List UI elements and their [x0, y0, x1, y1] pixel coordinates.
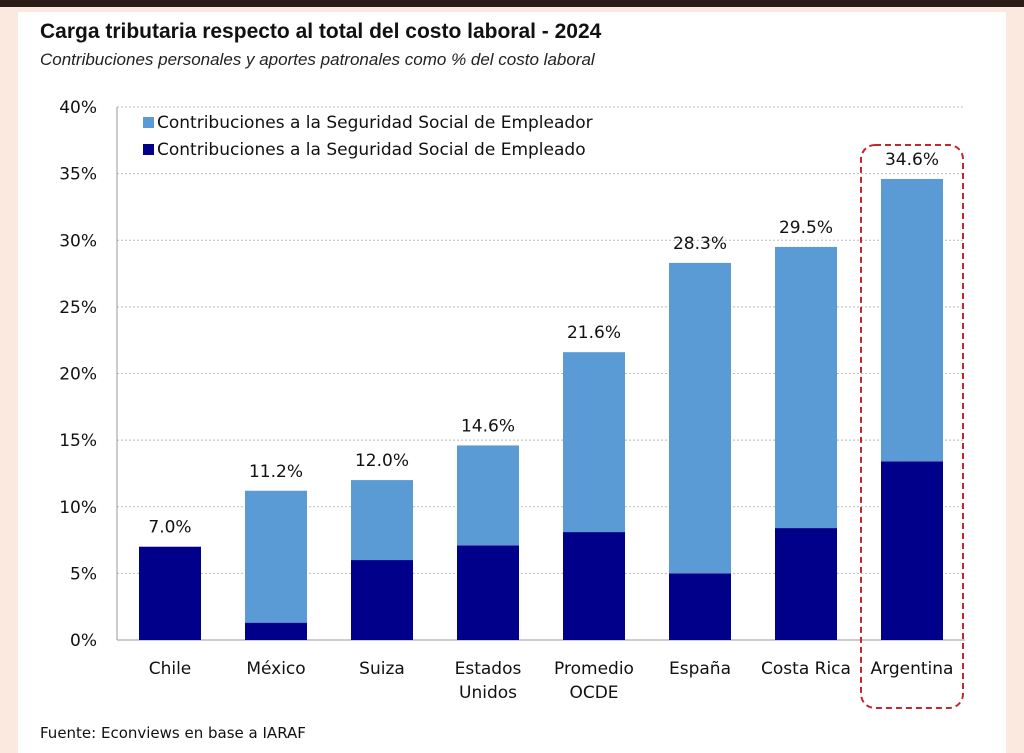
data-label: 11.2% — [249, 462, 303, 482]
bar-segment — [669, 573, 731, 640]
top-bar — [0, 0, 1024, 7]
bar-segment — [563, 352, 625, 533]
bar-segment — [351, 560, 413, 640]
y-tick-label: 5% — [70, 564, 97, 584]
legend-label: Contribuciones a la Seguridad Social de … — [157, 113, 593, 133]
bar-segment — [775, 528, 837, 640]
data-label: 14.6% — [461, 416, 515, 436]
data-label: 34.6% — [885, 150, 939, 170]
bar-segment — [669, 262, 731, 574]
bar-segment — [351, 480, 413, 561]
x-tick-label: Promedio — [554, 659, 634, 679]
y-tick-label: 10% — [59, 498, 97, 518]
y-tick-label: 20% — [59, 365, 97, 385]
data-label: 21.6% — [567, 323, 621, 343]
legend-swatch — [143, 144, 154, 155]
y-tick-label: 15% — [59, 431, 97, 451]
x-tick-label: España — [669, 659, 731, 679]
y-tick-label: 0% — [70, 631, 97, 651]
bar-segment — [457, 445, 519, 546]
y-tick-label: 40% — [59, 98, 97, 118]
source-note: Fuente: Econviews en base a IARAF — [40, 724, 306, 742]
y-tick-label: 25% — [59, 298, 97, 318]
x-tick-label: Costa Rica — [761, 659, 851, 679]
y-tick-label: 30% — [59, 231, 97, 251]
x-tick-label: OCDE — [569, 683, 618, 703]
bar-segment — [457, 545, 519, 640]
bar-segment — [775, 246, 837, 529]
data-label: 28.3% — [673, 234, 727, 254]
data-label: 12.0% — [355, 451, 409, 471]
y-tick-label: 35% — [59, 165, 97, 185]
data-label: 29.5% — [779, 218, 833, 238]
legend-label: Contribuciones a la Seguridad Social de … — [157, 140, 586, 160]
bar-segment — [245, 622, 307, 640]
x-tick-label: México — [246, 659, 305, 679]
x-tick-label: Argentina — [871, 659, 954, 679]
bar-segment — [881, 178, 943, 462]
x-tick-label: Estados — [455, 659, 522, 679]
x-tick-label: Suiza — [359, 659, 405, 679]
bar-segment — [563, 532, 625, 640]
chart-subtitle: Contribuciones personales y aportes patr… — [40, 50, 595, 69]
x-tick-label: Unidos — [459, 683, 517, 703]
bar-segment — [881, 461, 943, 640]
x-tick-label: Chile — [149, 659, 192, 679]
chart-title: Carga tributaria respecto al total del c… — [40, 20, 602, 43]
bar-segment — [139, 546, 201, 640]
data-label: 7.0% — [148, 518, 191, 538]
bar-segment — [245, 490, 307, 623]
legend-swatch — [143, 117, 154, 128]
highlight-box — [860, 144, 964, 709]
